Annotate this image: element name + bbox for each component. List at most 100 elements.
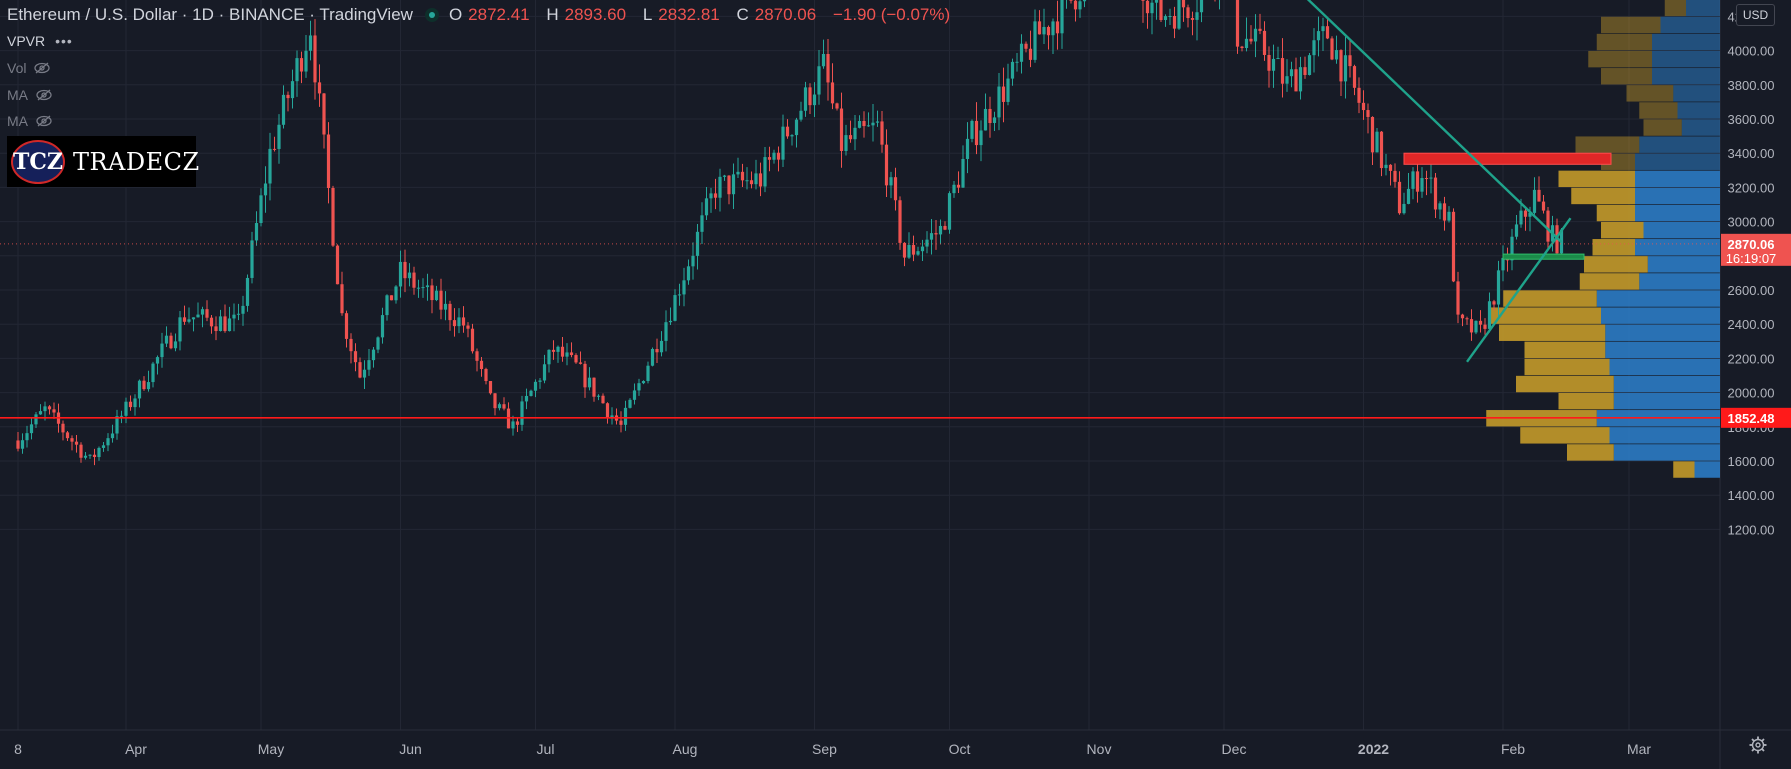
- candle-body: [853, 127, 857, 140]
- candle-body: [1483, 324, 1487, 329]
- candle-body: [857, 120, 862, 128]
- candle-body: [992, 117, 997, 123]
- support-price-tag: [1721, 407, 1791, 428]
- candle-body: [646, 365, 650, 382]
- candle-body: [259, 195, 263, 224]
- candle-body: [1492, 301, 1496, 305]
- candle-body: [1496, 270, 1501, 305]
- candle-body: [1537, 189, 1541, 202]
- volume-profile-bar-down: [1652, 33, 1720, 51]
- candle-body: [38, 411, 43, 415]
- y-tick-label: 1200.00: [1728, 522, 1775, 537]
- indicator-vol[interactable]: Vol: [7, 60, 51, 76]
- candle-body: [101, 445, 106, 448]
- candle-body: [826, 53, 830, 83]
- volume-profile-bar-up: [1592, 239, 1635, 256]
- volume-profile-bar-down: [1613, 375, 1720, 393]
- candle-body: [542, 364, 547, 381]
- volume-profile-bar-up: [1516, 375, 1614, 393]
- currency-selector[interactable]: USD: [1736, 4, 1775, 26]
- candle-body: [502, 404, 506, 409]
- candle-body: [749, 180, 754, 185]
- candle-body: [952, 184, 956, 194]
- candle-body: [425, 285, 430, 288]
- y-tick-label: 2200.00: [1728, 351, 1775, 366]
- y-tick-label: 3400.00: [1728, 146, 1775, 161]
- y-tick-label: 3000.00: [1728, 215, 1775, 230]
- indicator-vol-label: Vol: [7, 60, 27, 76]
- candle-body: [1384, 164, 1388, 169]
- low-value: 2832.81: [658, 5, 720, 24]
- candle-body: [538, 380, 542, 382]
- candle-body: [776, 152, 781, 160]
- hidden-eye-icon[interactable]: [36, 89, 52, 101]
- candle-body: [430, 285, 434, 301]
- logo-badge: TCZ: [11, 139, 65, 184]
- volume-profile-bar-up: [1520, 427, 1610, 444]
- candle-body: [119, 415, 124, 417]
- more-dots-icon[interactable]: •••: [55, 33, 73, 49]
- candle-body: [1325, 26, 1330, 39]
- candle-body: [925, 239, 929, 247]
- hidden-eye-icon[interactable]: [34, 62, 51, 74]
- candle-body: [1474, 320, 1478, 333]
- candle-body: [475, 351, 479, 361]
- candle-body: [250, 240, 254, 278]
- candle-body: [916, 251, 920, 255]
- candle-body: [484, 369, 488, 382]
- candle-body: [182, 317, 187, 322]
- volume-profile-bar-down: [1635, 170, 1720, 188]
- candle-body: [254, 223, 259, 241]
- candle-body: [61, 423, 65, 433]
- indicator-ma-2[interactable]: MA: [7, 113, 52, 129]
- candle-body: [421, 287, 425, 289]
- candle-body: [583, 363, 587, 388]
- candle-body: [619, 420, 623, 425]
- descending-trendline: [1306, 0, 1563, 243]
- candle-body: [1379, 131, 1384, 169]
- candle-body: [416, 287, 421, 289]
- candle-body: [398, 261, 403, 287]
- candle-body: [412, 272, 416, 288]
- candle-body: [1082, 0, 1087, 2]
- candle-body: [227, 318, 232, 332]
- candle-body: [601, 395, 605, 404]
- candle-body: [1024, 43, 1028, 49]
- candle-body: [169, 335, 173, 349]
- candle-body: [1361, 102, 1366, 111]
- volume-profile-bar-up: [1596, 204, 1635, 222]
- candle-body: [1343, 55, 1348, 82]
- candle-body: [142, 380, 146, 390]
- x-tick-label: Oct: [949, 741, 971, 757]
- hidden-eye-icon[interactable]: [36, 115, 52, 127]
- indicator-vpvr[interactable]: VPVR •••: [7, 33, 73, 49]
- candle-body: [1235, 0, 1240, 47]
- volume-profile-bar-down: [1601, 307, 1720, 324]
- volume-profile-bar-down: [1635, 153, 1720, 170]
- candle-body: [1244, 38, 1249, 49]
- y-tick-label: 3800.00: [1728, 78, 1775, 93]
- volume-profile-bar-down: [1686, 0, 1720, 17]
- volume-profile-bar-up: [1575, 136, 1640, 153]
- candle-body: [1442, 203, 1447, 221]
- candle-body: [524, 395, 529, 402]
- gear-icon[interactable]: [1749, 736, 1767, 754]
- candle-body: [893, 177, 898, 201]
- symbol-title[interactable]: Ethereum / U.S. Dollar · 1D · BINANCE · …: [7, 5, 413, 24]
- indicator-ma-1[interactable]: MA: [7, 87, 52, 103]
- y-tick-label: 1400.00: [1728, 488, 1775, 503]
- candle-body: [781, 126, 785, 160]
- candle-body: [772, 152, 776, 160]
- candle-body: [1321, 26, 1325, 32]
- candle-body: [1456, 281, 1460, 315]
- candle-body: [803, 87, 808, 111]
- candle-body: [187, 319, 191, 322]
- candle-body: [1073, 0, 1078, 10]
- candle-body: [268, 148, 272, 184]
- candle-body: [1460, 314, 1465, 319]
- candle-body: [1078, 1, 1082, 10]
- volume-profile-bar-up: [1601, 68, 1652, 85]
- volume-profile-bar-down: [1660, 16, 1720, 34]
- candle-body: [1253, 28, 1258, 42]
